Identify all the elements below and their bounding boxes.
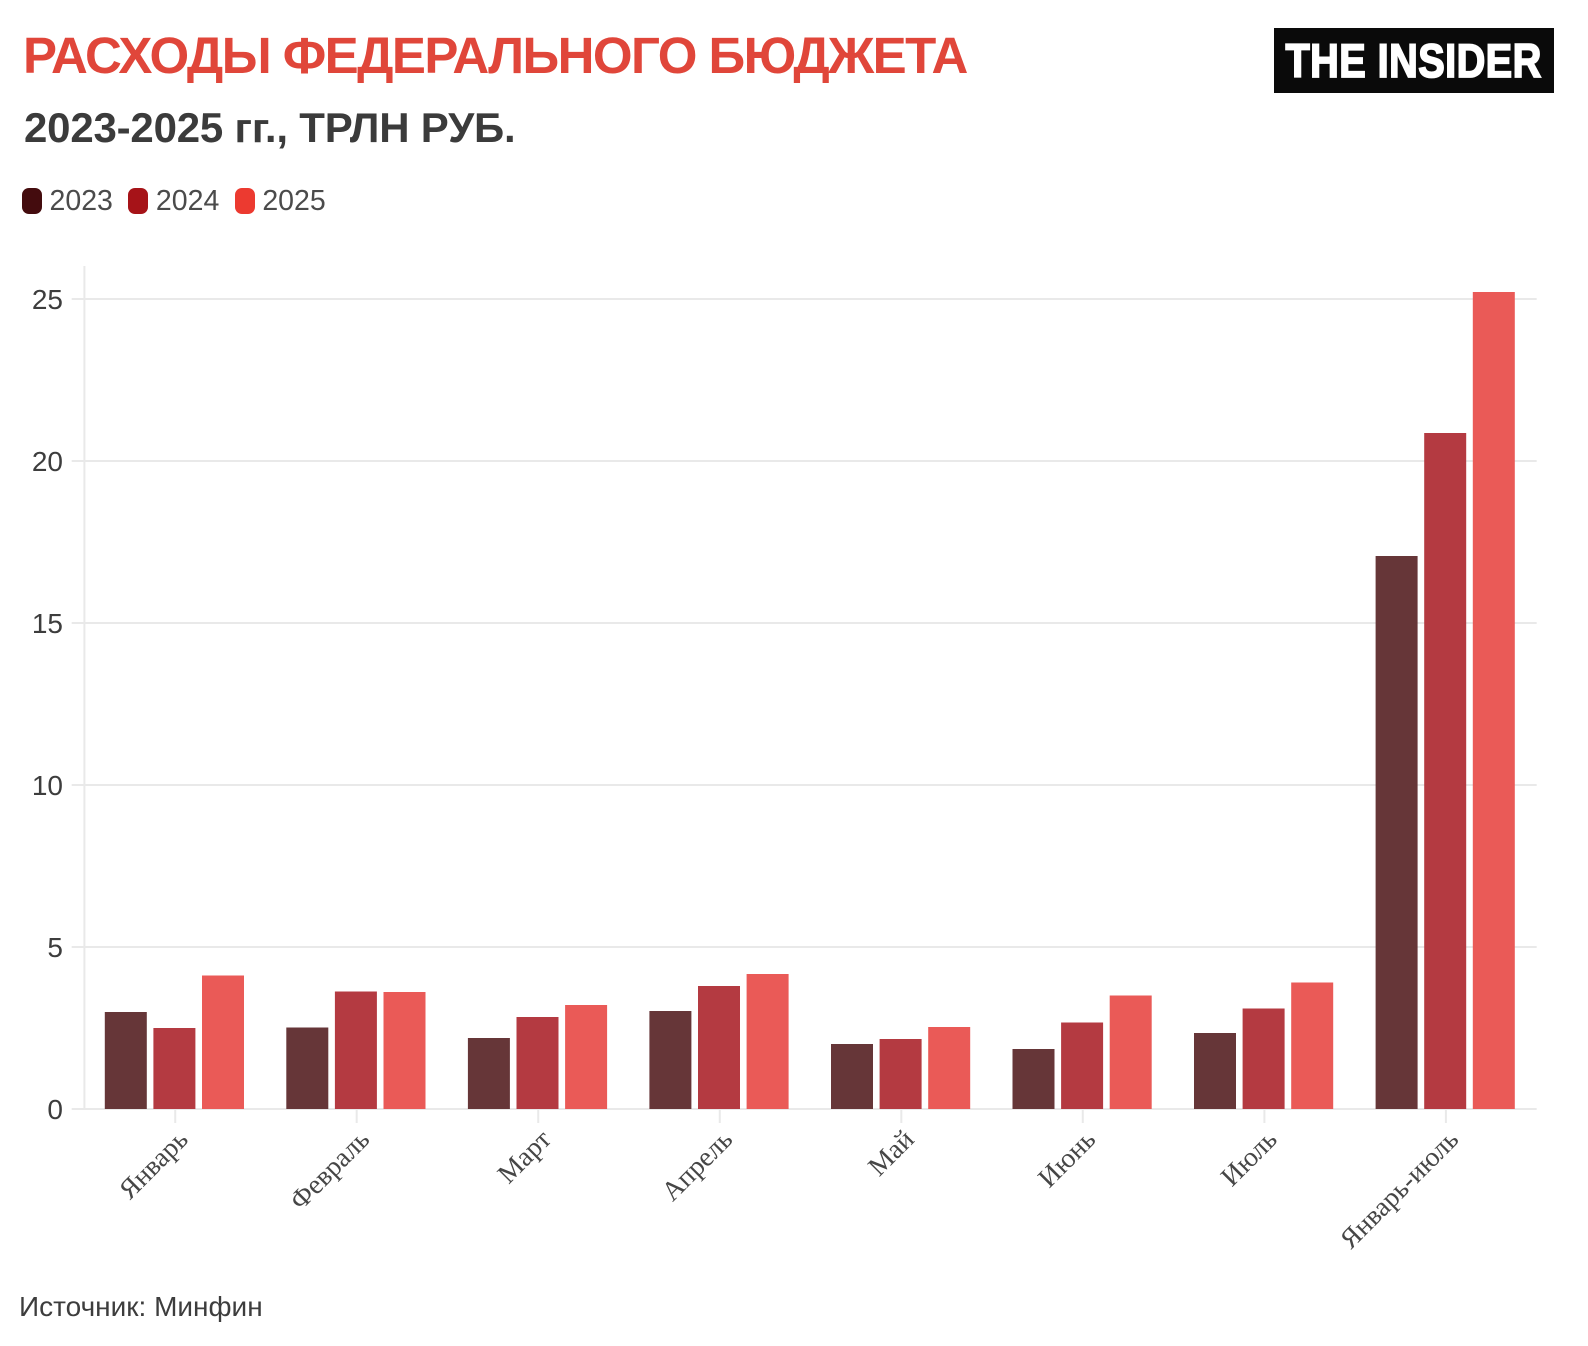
svg-text:Январь: Январь: [112, 1123, 193, 1204]
svg-text:10: 10: [32, 770, 63, 801]
svg-text:Июнь: Июнь: [1031, 1123, 1101, 1193]
svg-text:0: 0: [47, 1094, 63, 1125]
svg-text:15: 15: [32, 608, 63, 639]
svg-text:Февраль: Февраль: [283, 1123, 375, 1215]
svg-text:Май: Май: [861, 1123, 919, 1181]
svg-text:Март: Март: [491, 1123, 557, 1189]
svg-text:20: 20: [32, 446, 63, 477]
svg-text:Июль: Июль: [1214, 1123, 1283, 1192]
svg-text:5: 5: [47, 932, 63, 963]
svg-text:Январь-июль: Январь-июль: [1333, 1123, 1464, 1254]
svg-text:Апрель: Апрель: [655, 1123, 738, 1206]
svg-text:25: 25: [32, 284, 63, 315]
